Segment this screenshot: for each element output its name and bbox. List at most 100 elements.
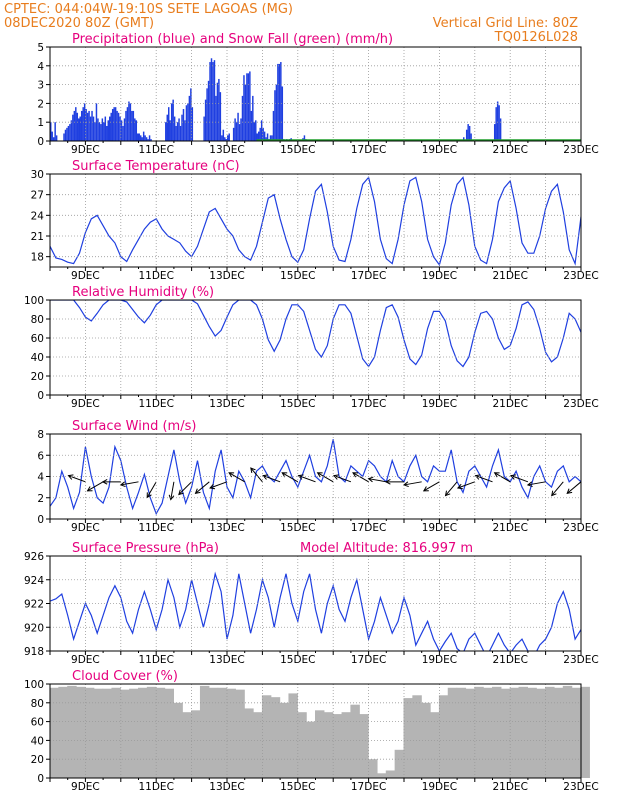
- precip-bar: [100, 124, 102, 141]
- y-tick-label: 40: [31, 735, 44, 747]
- precip-bar: [237, 112, 239, 141]
- cloud-bar: [527, 687, 537, 778]
- precip-bar: [89, 116, 92, 141]
- cloud-bar: [580, 686, 590, 778]
- precip-bar: [91, 110, 93, 141]
- cloud-bar: [553, 687, 564, 778]
- series-line: [50, 300, 581, 368]
- y-tick-label: 24: [31, 210, 45, 222]
- precip-bar: [265, 137, 267, 141]
- precip-bar: [467, 124, 469, 141]
- y-tick-label: 20: [31, 371, 44, 383]
- wind-arrowhead: [262, 474, 269, 480]
- precip-bar: [145, 137, 148, 141]
- x-tick-label: 21DEC: [492, 398, 527, 410]
- precip-bar: [135, 120, 138, 141]
- precip-bar: [80, 110, 83, 141]
- precip-bar: [259, 127, 261, 141]
- cloud-bar: [456, 687, 467, 778]
- wind-vector: [527, 481, 546, 486]
- cloud-bar: [562, 685, 573, 778]
- y-tick-label: 3: [37, 80, 44, 92]
- cloud-bar: [270, 697, 281, 778]
- cloud-bar: [500, 688, 511, 778]
- x-tick-label: 11DEC: [138, 144, 173, 156]
- wind-vector: [120, 481, 139, 486]
- x-tick-label: 15DEC: [280, 654, 315, 666]
- x-tick-label: 21DEC: [492, 144, 527, 156]
- x-tick-label: 23DEC: [563, 654, 598, 666]
- precip-bar: [227, 135, 229, 141]
- wind-arrowhead: [456, 483, 463, 490]
- panel-3: Surface Wind (m/s) 0 2 4 6 8 9DEC 11DEC 13DEC 15D…: [37, 419, 598, 534]
- cloud-bar: [350, 704, 360, 778]
- precip-bar: [116, 110, 118, 141]
- precip-bar: [50, 122, 52, 141]
- wind-arrowhead: [474, 474, 481, 480]
- precip-bar: [263, 131, 266, 141]
- wind-arrowhead: [402, 481, 409, 488]
- x-tick-label: 15DEC: [280, 781, 315, 793]
- wind-vector: [333, 475, 352, 483]
- x-tick-label: 15DEC: [280, 144, 315, 156]
- x-tick-label: 17DEC: [351, 144, 386, 156]
- wind-vector: [87, 481, 104, 492]
- precip-bar: [173, 116, 176, 141]
- wind-vector: [494, 472, 511, 483]
- wind-arrowhead: [333, 474, 340, 480]
- precip-bar: [126, 107, 129, 141]
- precip-bar: [190, 88, 192, 141]
- precip-bar: [76, 112, 79, 141]
- y-tick-label: 6: [37, 450, 44, 462]
- precip-bar: [92, 116, 95, 141]
- wind-arrowhead: [281, 472, 288, 478]
- precip-bar: [125, 110, 127, 141]
- x-tick-label: 19DEC: [422, 270, 457, 282]
- precip-bar: [496, 101, 499, 141]
- precip-bar: [216, 82, 219, 141]
- precip-bar: [191, 107, 194, 141]
- cloud-bar: [465, 688, 475, 778]
- header-line2-left: 08DEC2020 80Z (GMT): [4, 16, 154, 31]
- cloud-bar: [492, 686, 502, 778]
- wind-arrowhead: [168, 494, 175, 501]
- cloud-bar: [438, 695, 449, 778]
- precip-bar: [470, 133, 472, 141]
- precip-bar: [148, 135, 151, 141]
- precip-bar: [169, 120, 171, 141]
- precip-bar: [128, 101, 130, 141]
- header-line1-left: CPTEC: 044:04W-19:10S SETE LAGOAS (MG): [4, 2, 293, 17]
- x-tick-label: 11DEC: [138, 522, 173, 534]
- x-tick-label: 9DEC: [71, 144, 100, 156]
- wind-vector: [195, 481, 210, 494]
- x-tick-label: 9DEC: [71, 270, 100, 282]
- precip-bar: [225, 139, 227, 141]
- precip-bar: [83, 103, 86, 141]
- precip-bar: [179, 125, 182, 141]
- precip-bar: [244, 84, 247, 141]
- y-tick-label: 5: [37, 42, 44, 54]
- cloud-bar: [226, 688, 236, 778]
- wind-arrowhead: [101, 478, 108, 485]
- precip-bar: [240, 118, 242, 141]
- x-tick-label: 9DEC: [71, 522, 100, 534]
- cloud-bar: [483, 687, 493, 778]
- precip-bar: [238, 124, 241, 141]
- y-tick-label: 926: [24, 551, 44, 563]
- precip-bar: [222, 129, 225, 141]
- y-tick-label: 20: [31, 754, 44, 766]
- cloud-bar: [111, 687, 121, 778]
- panels: Precipitation (blue) and Snow Fall (gree…: [24, 32, 599, 793]
- cloud-bar: [67, 685, 77, 778]
- cloud-bar: [76, 686, 86, 778]
- cloud-bar: [315, 710, 325, 778]
- panel-4: Surface Pressure (hPa) Model Altitude: 81…: [24, 541, 599, 666]
- precip-bar: [64, 129, 67, 141]
- cloud-bar: [102, 688, 113, 778]
- precip-bar: [204, 99, 207, 141]
- x-tick-label: 21DEC: [492, 781, 527, 793]
- precip-bar: [212, 62, 214, 141]
- cloud-bar: [412, 695, 422, 778]
- y-tick-label: 40: [31, 352, 44, 364]
- precip-bar: [73, 110, 76, 141]
